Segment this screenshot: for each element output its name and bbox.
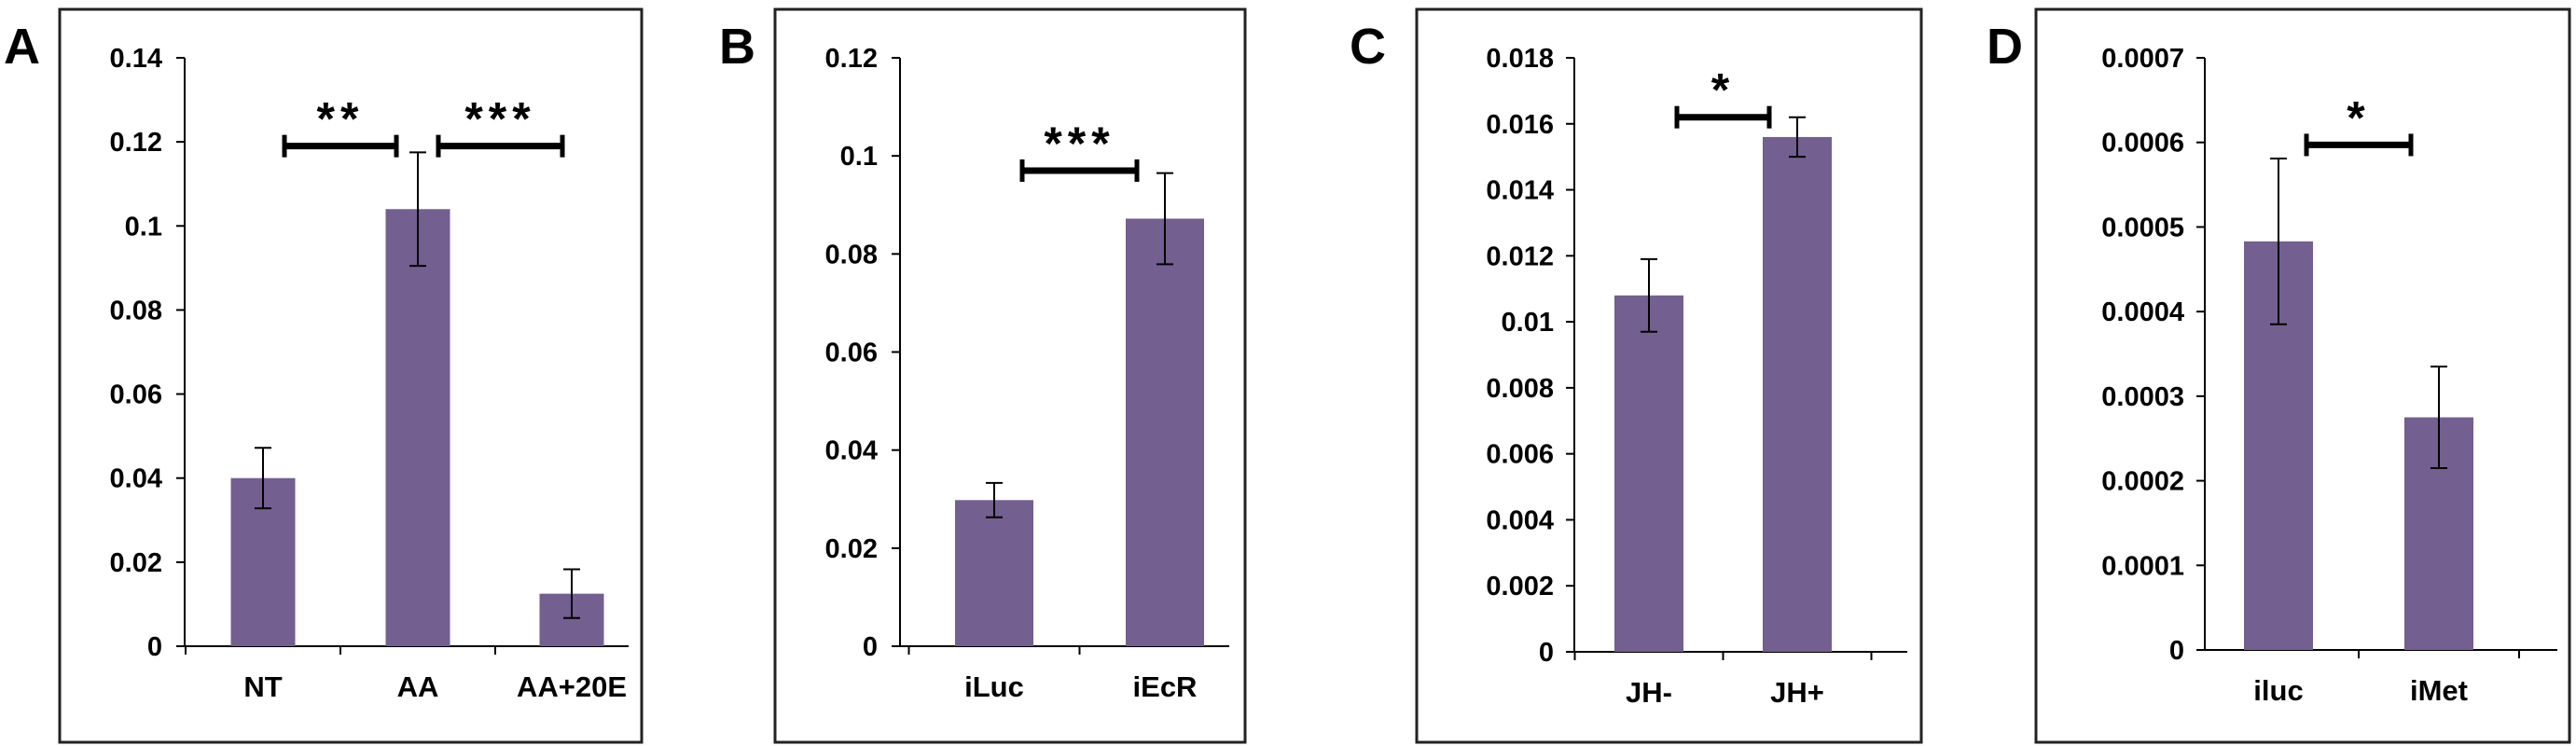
panel-a: A 0 0.02 0.04 0.06 0.08 0.1 0.12 0.14 NT AA AA+20E… (4, 7, 644, 744)
category-label: JH+ (1770, 676, 1824, 709)
bar (1763, 136, 1832, 652)
significance-label: * (1711, 64, 1735, 117)
y-tick-label: 0.016 (1486, 110, 1554, 140)
panel-b-plot: 0 0.02 0.04 0.06 0.08 0.1 0.12 iLuc iEcR *** (825, 44, 1229, 703)
bar (1614, 295, 1683, 652)
y-tick-label: 0.02 (825, 534, 878, 564)
category-label: NT (243, 670, 282, 703)
y-tick-label: 0.1 (125, 212, 162, 242)
y-tick-label: 0 (863, 632, 878, 662)
panel-c: C 0 0.002 0.004 0.006 0.008 0.01 0.012 0.014 0.0… (1350, 7, 1923, 744)
y-tick-label: 0.14 (110, 44, 162, 74)
y-tick-label: 0.04 (825, 436, 878, 466)
y-tick-label: 0.0006 (2101, 129, 2184, 159)
y-tick-label: 0.0005 (2101, 213, 2184, 242)
panel-d-plot: 0 0.0001 0.0002 0.0003 0.0004 0.0005 0.0006 0.0… (2101, 44, 2557, 707)
y-tick-label: 0.02 (110, 548, 162, 578)
y-tick-label: 0.0001 (2101, 551, 2184, 581)
panel-d: D 00.00010.00020.00030.00040.00050.00060… (1987, 7, 2571, 744)
panel-a-plot: 0 0.02 0.04 0.06 0.08 0.1 0.12 0.14 NT AA AA+20E **… (110, 44, 629, 703)
y-tick-label: 0.014 (1486, 176, 1554, 206)
y-tick-label: 0.12 (110, 128, 162, 158)
category-label: iluc (2253, 674, 2303, 707)
significance-label: * (2347, 91, 2370, 144)
category-label: AA+20E (517, 670, 627, 703)
y-tick-label: 0.0004 (2101, 297, 2184, 327)
y-tick-label: 0.01 (1502, 308, 1554, 338)
y-tick-label: 0.008 (1486, 374, 1554, 404)
y-tick-label: 0.12 (825, 44, 878, 74)
y-tick-label: 0 (1539, 638, 1554, 668)
bar (385, 209, 450, 646)
panel-c-plot: 0 0.002 0.004 0.006 0.008 0.01 0.012 0.014 0.016… (1486, 44, 1907, 709)
y-tick-label: 0.06 (110, 380, 162, 410)
bar (955, 500, 1033, 646)
category-label: JH- (1626, 676, 1672, 709)
panel-d-frame (2034, 7, 2571, 744)
bar (1126, 218, 1204, 646)
category-label: iEcR (1133, 670, 1198, 703)
category-label: iMet (2410, 674, 2468, 707)
y-tick-label: 0.04 (110, 464, 162, 494)
y-tick-label: 0.08 (110, 296, 162, 325)
y-tick-label: 0.08 (825, 240, 878, 269)
y-tick-label: 0.06 (825, 338, 878, 368)
y-tick-label: 0.012 (1486, 242, 1554, 271)
y-tick-label: 0 (147, 632, 162, 662)
category-label: iLuc (964, 670, 1024, 703)
significance-label: *** (1044, 117, 1115, 170)
y-tick-label: 0.004 (1486, 505, 1554, 535)
y-tick-label: 0.1 (840, 142, 878, 172)
panel-b: B 0 0.02 0.04 0.06 0.08 0.1 0.12 iLuc iEcR *** (719, 7, 1247, 744)
panel-a-frame (58, 7, 644, 744)
y-tick-label: 0.0007 (2101, 44, 2184, 74)
significance-label: ** (317, 93, 365, 145)
y-tick-label: 0.002 (1486, 572, 1554, 601)
y-tick-label: 0 (2169, 636, 2184, 666)
y-tick-label: 0.0002 (2101, 467, 2184, 497)
panel-a-letter: A (4, 19, 40, 75)
significance-label: *** (464, 93, 535, 145)
y-tick-label: 0.0003 (2101, 382, 2184, 412)
y-tick-label: 0.018 (1486, 44, 1554, 74)
panel-b-frame (773, 7, 1247, 744)
panel-d-letter: D (1987, 19, 2023, 75)
y-tick-label: 0.006 (1486, 440, 1554, 470)
panel-c-letter: C (1350, 19, 1386, 75)
category-label: AA (397, 670, 439, 703)
panel-b-letter: B (719, 19, 755, 75)
panel-c-frame (1415, 7, 1923, 744)
